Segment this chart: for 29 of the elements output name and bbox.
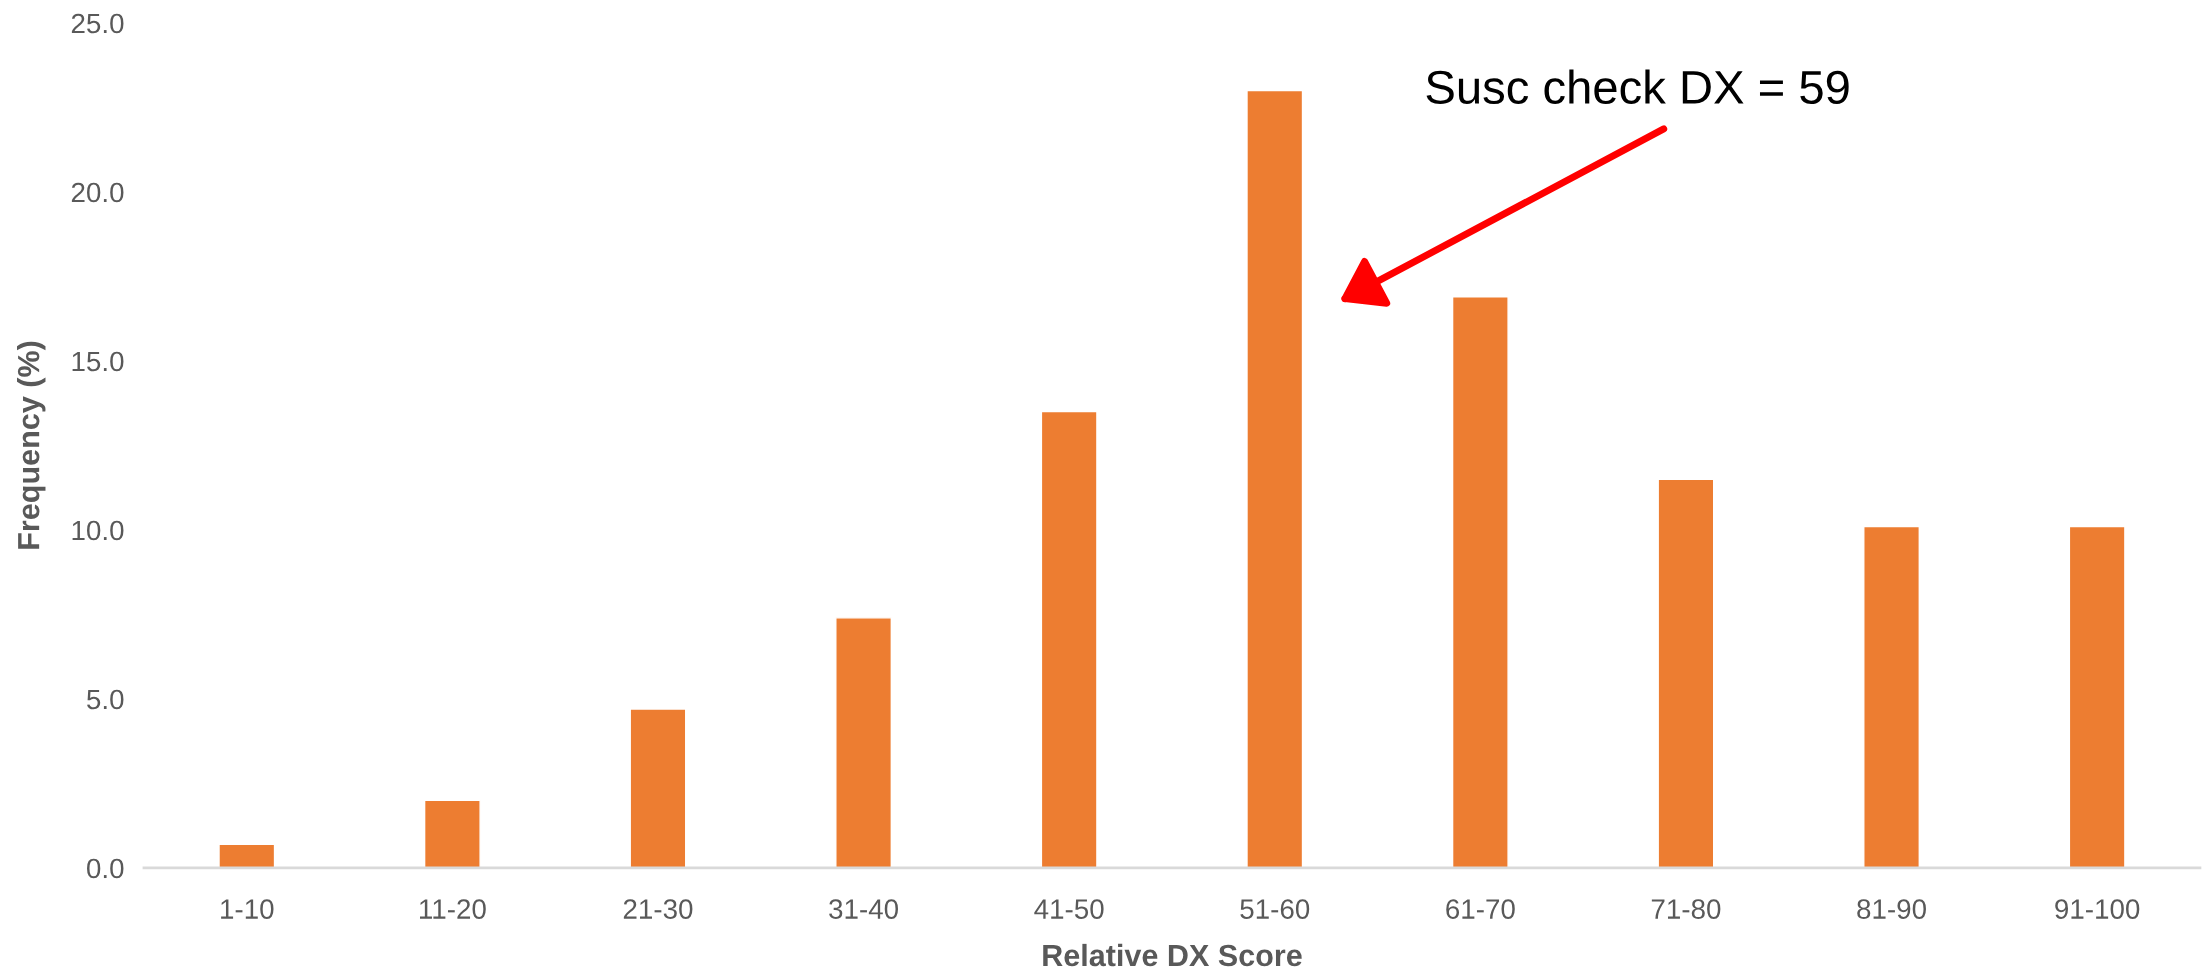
x-tick-label: 91-100 (2055, 899, 2140, 919)
bar (629, 708, 687, 868)
x-tick-label: 51-60 (1240, 899, 1310, 919)
x-tick-label: 21-30 (623, 899, 693, 919)
y-tick-label: 20.0 (71, 182, 124, 203)
annotation: Susc check DX = 59 (1426, 69, 1849, 105)
y-tick-label: 5.0 (87, 689, 124, 710)
bar (1657, 478, 1715, 868)
x-tick-label: 61-70 (1446, 899, 1515, 919)
x-tick-label: 41-50 (1034, 899, 1104, 919)
bar (1863, 525, 1920, 868)
bar (2068, 525, 2126, 868)
y-tick-label: 0.0 (87, 858, 124, 879)
x-axis-title: Relative DX Score (1043, 943, 1302, 967)
bar (835, 617, 893, 868)
bar (1246, 89, 1304, 868)
bar (218, 843, 276, 868)
bar (423, 799, 481, 868)
y-tick-label: 10.0 (72, 520, 124, 541)
y-tick-label: 25.0 (71, 13, 124, 34)
x-tick-label: 71-80 (1651, 899, 1721, 919)
bar (1040, 410, 1098, 868)
x-tick-label: 11-20 (420, 899, 486, 919)
x-tick-label: 1-10 (221, 899, 274, 919)
bar (1451, 296, 1509, 868)
y-axis-title: Frequency (%) (17, 341, 46, 549)
x-tick-label: 81-90 (1857, 899, 1926, 919)
x-tick-label: 31-40 (829, 899, 899, 919)
y-tick-label: 15.0 (72, 351, 124, 372)
